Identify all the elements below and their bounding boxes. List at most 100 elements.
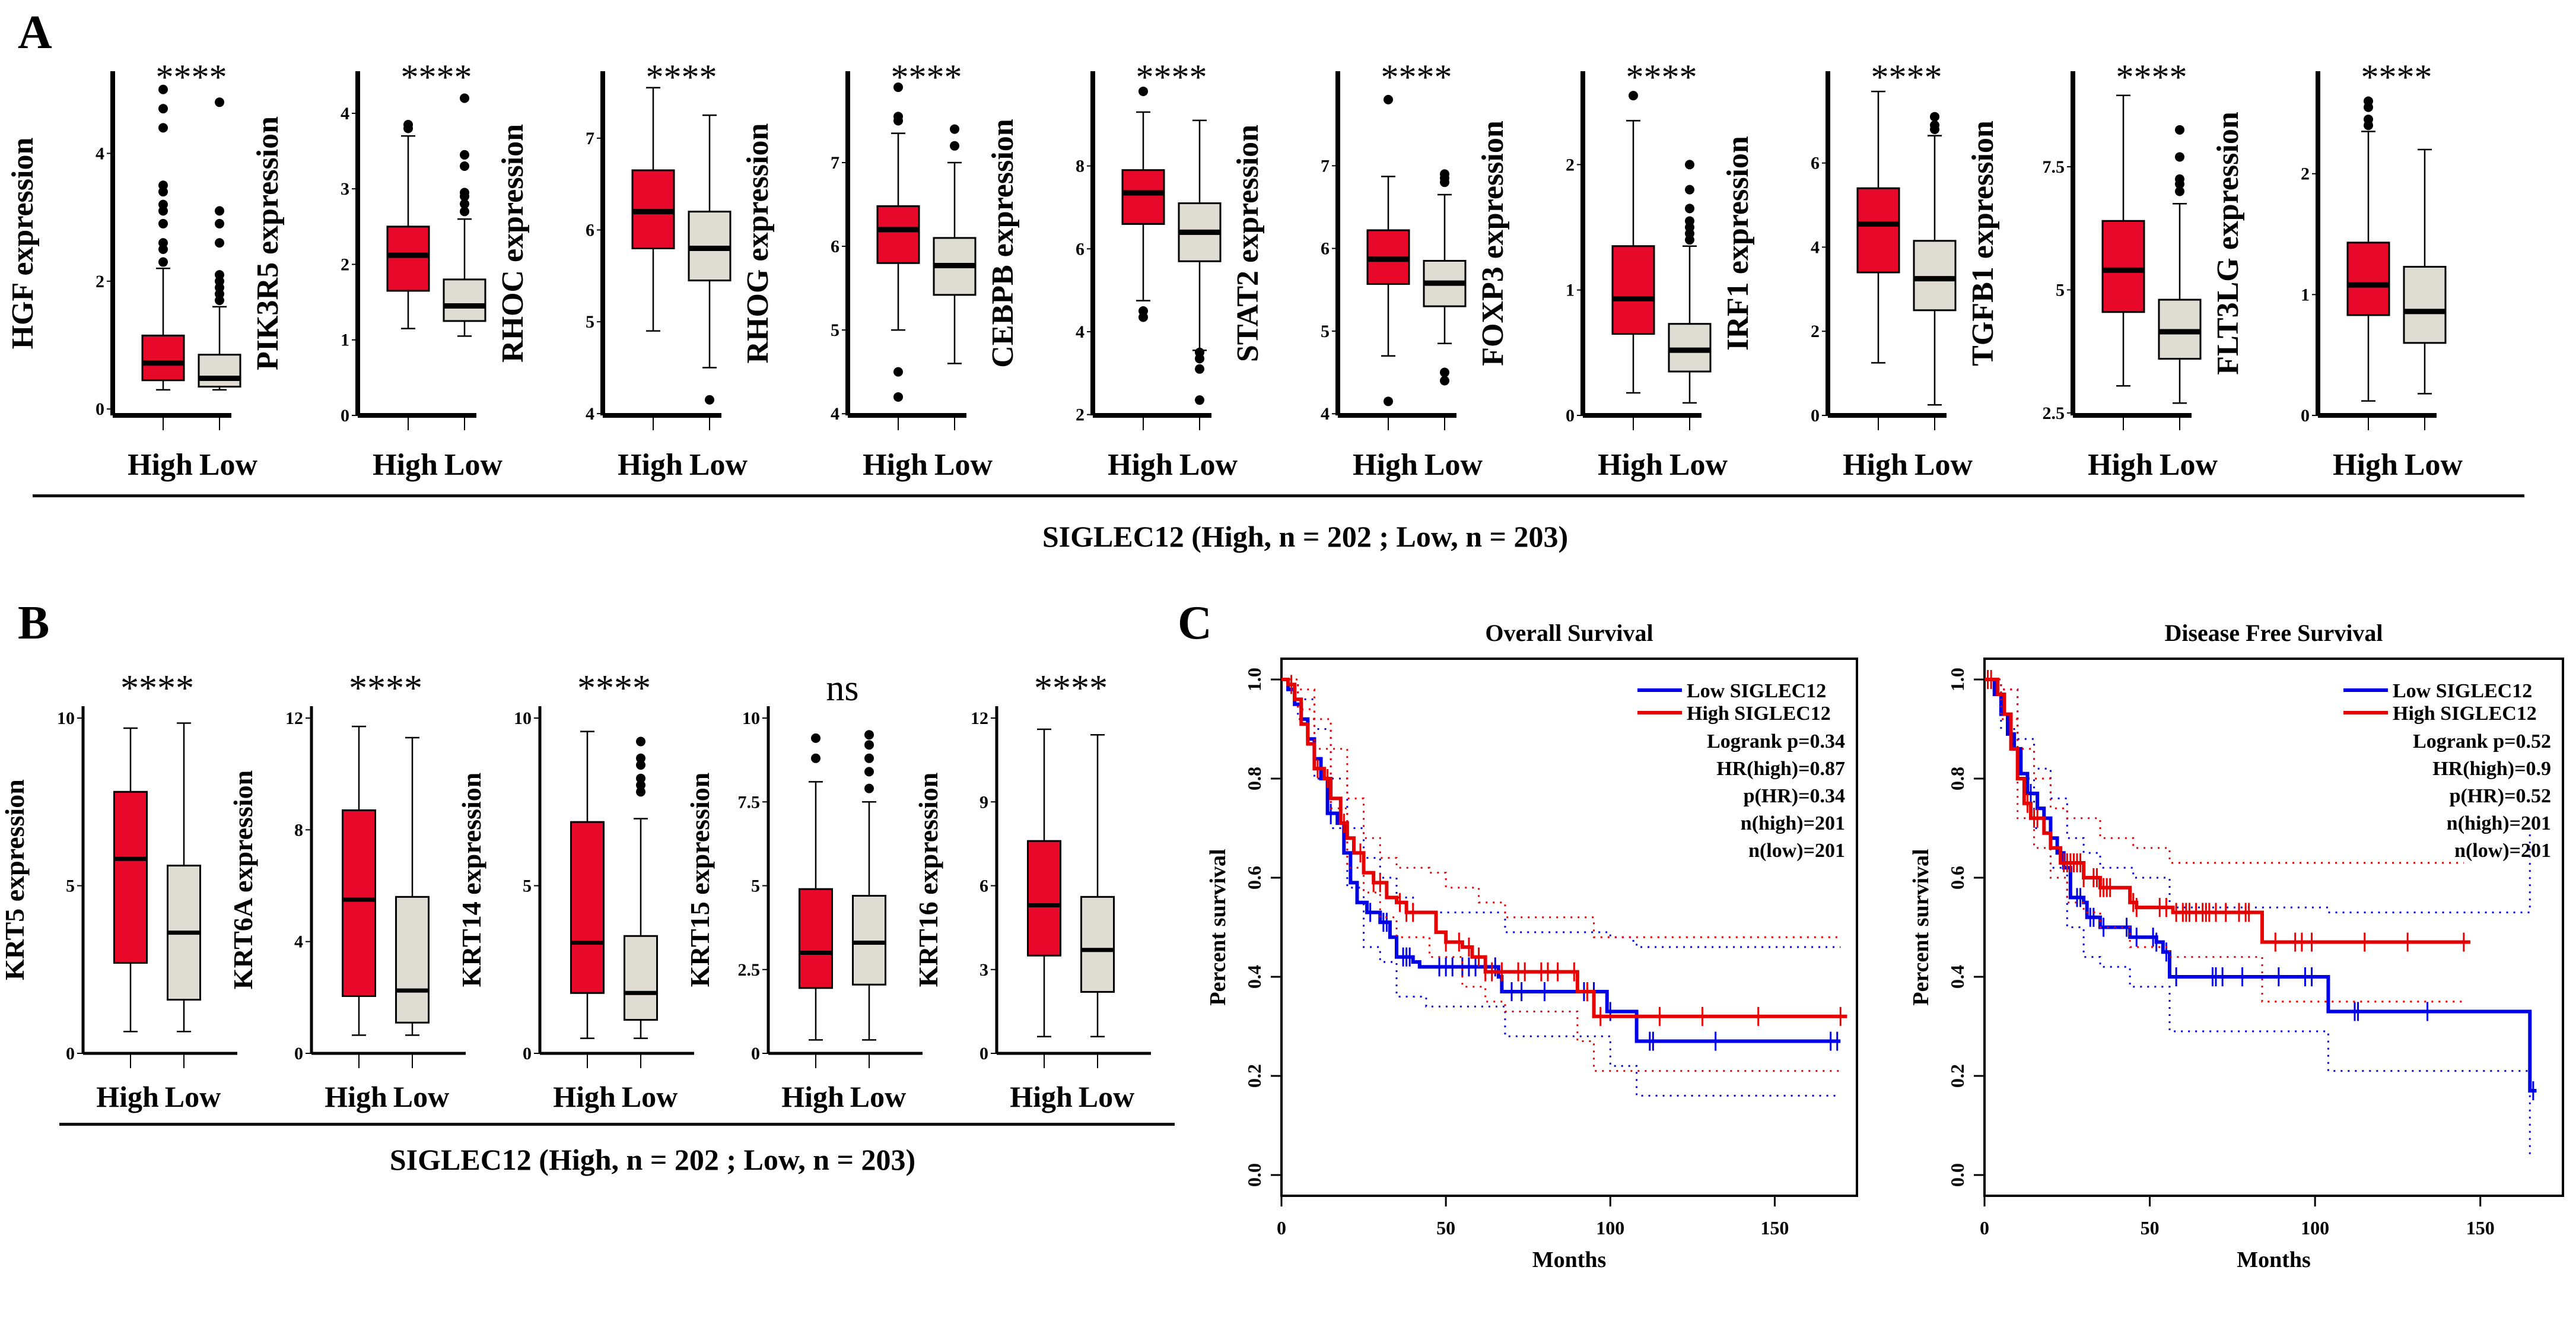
y-tick-label: 4 — [96, 144, 104, 163]
high-box — [2101, 220, 2145, 313]
x-tick-label: 50 — [2141, 1217, 2160, 1239]
y-tick-label: 2 — [1076, 405, 1085, 425]
panel-a-group-caption: SIGLEC12 (High, n = 202 ; Low, n = 203) — [1042, 520, 1569, 553]
high-box — [1611, 245, 1655, 335]
high-outlier — [158, 218, 168, 228]
legend-stat: n(high)=201 — [2447, 812, 2551, 834]
group-label-low: Low — [1179, 448, 1238, 482]
significance-label: **** — [349, 668, 422, 709]
y-tick-label: 0 — [341, 406, 349, 425]
y-tick-label: 4 — [1321, 404, 1330, 424]
panel-b-group-caption: SIGLEC12 (High, n = 202 ; Low, n = 203) — [389, 1143, 916, 1176]
y-tick-label: 0 — [1566, 406, 1575, 425]
group-label-high: High — [1108, 448, 1173, 482]
low-outlier — [1930, 112, 1939, 122]
legend-entry-low: Low SIGLEC12 — [2393, 680, 2532, 702]
group-label-low: Low — [689, 448, 748, 482]
km-title: Overall Survival — [1485, 620, 1653, 646]
y-tick-label: 6 — [1811, 154, 1820, 173]
y-axis-label: KRT16 expression — [913, 773, 943, 987]
group-label-high: High — [373, 448, 438, 482]
low-box — [624, 935, 658, 1021]
y-tick-label: 4 — [341, 104, 349, 123]
low-ci-lower — [1281, 678, 1841, 1097]
low-box — [1913, 240, 1957, 312]
y-tick-label: 6 — [831, 237, 839, 256]
y-tick-label: 0.0 — [1947, 1163, 1968, 1187]
low-outlier — [215, 238, 224, 248]
group-label-high: High — [2333, 448, 2398, 482]
low-outlier — [460, 161, 469, 171]
low-outlier — [2175, 186, 2184, 196]
y-tick-label: 0.0 — [1244, 1163, 1265, 1187]
high-outlier — [158, 104, 168, 114]
significance-label: **** — [1034, 668, 1108, 709]
y-tick-label: 0.4 — [1947, 965, 1968, 989]
y-tick-label: 2 — [1566, 155, 1575, 174]
low-outlier — [1195, 364, 1204, 374]
panel-b-divider — [59, 1123, 1175, 1126]
x-tick-label: 0 — [1277, 1217, 1286, 1239]
low-outlier — [1195, 395, 1204, 405]
y-axis-label: KRT15 expression — [685, 773, 715, 987]
high-outlier — [811, 753, 820, 763]
y-axis-label: KRT5 expression — [0, 779, 30, 980]
high-outlier — [1384, 94, 1393, 104]
boxplot-pik3r5: 0 1 2 3 4 PIK3R5 expression **** High Low — [251, 58, 503, 482]
significance-label: **** — [577, 668, 651, 709]
y-tick-label: 7.5 — [2043, 157, 2065, 177]
km-plot-overall-survival: Overall Survival 0.0 0.2 0.4 0.6 0.8 1.0 0 50 100… — [1206, 620, 1858, 1272]
high-ci-upper — [1985, 678, 2464, 864]
low-outlier — [950, 141, 959, 151]
high-outlier — [893, 367, 903, 377]
boxplot-irf1: 0 2 4 6 IRF1 expression **** High Low — [1721, 58, 1973, 482]
low-outlier — [460, 150, 469, 160]
group-label-high: High — [618, 448, 683, 482]
significance-label: **** — [1626, 58, 1697, 97]
legend-stat: Logrank p=0.34 — [1707, 731, 1845, 752]
y-tick-label: 0 — [523, 1044, 532, 1063]
y-tick-label: 0 — [294, 1044, 303, 1063]
x-axis-label: Months — [2237, 1247, 2311, 1272]
group-label-high: High — [128, 448, 193, 482]
y-tick-label: 0 — [1811, 406, 1820, 425]
y-tick-label: 5 — [523, 877, 532, 896]
x-tick-label: 100 — [2301, 1217, 2329, 1239]
boxplot-rhoc: 4 5 6 7 RHOC expression **** High Low — [496, 58, 748, 482]
low-outlier — [864, 753, 874, 763]
y-tick-label: 4 — [1076, 322, 1085, 342]
y-tick-label: 3 — [979, 960, 988, 980]
legend-entry-low: Low SIGLEC12 — [1687, 680, 1826, 702]
low-outlier — [215, 218, 224, 228]
y-axis-label: FLT3LG expression — [2211, 112, 2245, 375]
high-box — [1856, 187, 1900, 274]
low-outlier — [864, 730, 874, 740]
y-axis-label: IRF1 expression — [1721, 136, 1755, 351]
x-tick-label: 150 — [1760, 1217, 1789, 1239]
legend-stat: Logrank p=0.52 — [2413, 731, 2551, 752]
high-outlier — [158, 238, 168, 248]
y-tick-label: 9 — [979, 792, 988, 812]
y-tick-label: 4 — [586, 404, 594, 424]
y-tick-label: 2 — [2301, 164, 2310, 184]
y-tick-label: 0.6 — [1947, 866, 1968, 890]
y-tick-label: 0 — [66, 1044, 75, 1063]
low-outlier — [864, 783, 874, 793]
high-outlier — [2364, 115, 2373, 125]
high-outlier — [1138, 86, 1148, 96]
y-tick-label: 4 — [294, 932, 303, 952]
legend-stat: n(low)=201 — [1748, 840, 1845, 862]
high-outlier — [1138, 306, 1148, 316]
low-box — [2403, 266, 2447, 344]
group-label-low: Low — [444, 448, 503, 482]
high-ci-lower — [1985, 678, 2464, 1003]
high-outlier — [1384, 396, 1393, 407]
panel-a-divider — [33, 494, 2524, 497]
group-label-low: Low — [850, 1080, 906, 1113]
y-tick-label: 10 — [514, 709, 532, 728]
high-box — [570, 821, 605, 994]
low-outlier — [1930, 120, 1939, 130]
